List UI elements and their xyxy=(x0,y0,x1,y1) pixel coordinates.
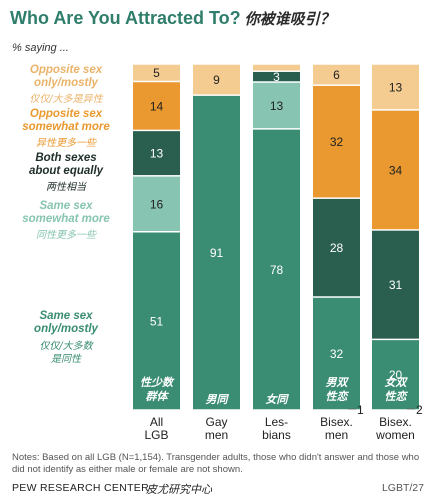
data-label: 28 xyxy=(330,241,344,255)
bar-segment xyxy=(253,129,300,410)
x-tick-label-cn: 性少数 xyxy=(140,376,175,389)
legend-item-label: Opposite sex somewhat more xyxy=(22,108,110,133)
bar-segment xyxy=(313,297,360,410)
legend-item-label-cn: 同性更多一些 xyxy=(36,230,96,241)
x-tick-label-cn: 性恋 xyxy=(326,390,350,403)
bar-segment xyxy=(133,131,180,176)
x-tick-label-cn: 女双 xyxy=(385,376,409,389)
x-tick-label: Bisex. xyxy=(379,415,412,429)
legend-item-label: Same sex only/mostly xyxy=(34,310,98,335)
x-tick-label-cn: 男同 xyxy=(206,393,230,406)
data-label: 14 xyxy=(150,99,164,113)
legend-item-label-cn: 异性更多一些 xyxy=(36,138,96,149)
bar-segment xyxy=(372,64,419,110)
data-label: 5 xyxy=(153,66,160,80)
x-tick-label: Gay xyxy=(205,415,227,429)
x-tick-label: LGB xyxy=(144,428,168,442)
x-tick-label: men xyxy=(205,428,228,442)
data-label-external: 2 xyxy=(416,403,423,417)
bar-segment xyxy=(253,71,300,82)
bar-segment xyxy=(253,64,300,71)
bar-segment xyxy=(313,198,360,297)
chart-title-en: Who Are You Attracted To? xyxy=(10,8,241,28)
data-label: 20 xyxy=(389,368,403,382)
x-tick-label: Bisex. xyxy=(320,415,353,429)
bar-segment xyxy=(133,64,180,81)
x-tick-label: Les- xyxy=(265,415,288,429)
data-label: 13 xyxy=(150,147,164,161)
x-tick-label: men xyxy=(325,428,348,442)
data-label: 78 xyxy=(270,263,284,277)
bar-segment xyxy=(372,230,419,339)
data-label: 91 xyxy=(210,246,224,260)
chart-title: Who Are You Attracted To? 你被谁吸引？ xyxy=(10,8,335,29)
x-tick-label-cn: 女同 xyxy=(266,393,290,406)
bar-segment xyxy=(193,64,240,95)
data-label: 32 xyxy=(330,347,344,361)
x-tick-label-cn: 性恋 xyxy=(385,390,409,403)
bar-segment xyxy=(193,95,240,410)
data-label: 13 xyxy=(389,80,403,94)
data-label: 34 xyxy=(389,163,403,177)
notes: Notes: Based on all LGB (N=1,154). Trans… xyxy=(12,452,420,475)
legend-item-label-cn: 仅仅/大多是异性 xyxy=(29,94,103,105)
footer-source: PEW RESEARCH CENTER xyxy=(12,482,149,494)
data-label: 51 xyxy=(150,314,164,328)
chart-subtitle: % saying ... xyxy=(12,42,69,54)
x-tick-label-cn: 群体 xyxy=(146,390,170,403)
data-label: 16 xyxy=(150,197,164,211)
legend-item-label: Both sexes about equally xyxy=(28,152,104,177)
bar-segment xyxy=(372,110,419,230)
bar-segment xyxy=(133,82,180,130)
bar-segment xyxy=(133,176,180,232)
data-label: 31 xyxy=(389,278,403,292)
data-label-external: 1 xyxy=(357,403,364,417)
data-label: 3 xyxy=(273,70,280,84)
bar-segment xyxy=(313,85,360,198)
data-label: 32 xyxy=(330,135,344,149)
footer-id: LGBT/27 xyxy=(381,482,424,494)
data-label: 9 xyxy=(213,73,220,87)
legend-item-label-cn: 两性相当 xyxy=(46,182,86,193)
data-label: 6 xyxy=(333,68,340,82)
bar-segment xyxy=(313,64,360,85)
footer-source-cn: 皮尤研究中心 xyxy=(146,483,212,496)
legend-item-label: Opposite sex only/mostly xyxy=(29,64,103,89)
x-tick-label: women xyxy=(375,428,415,442)
data-label: 13 xyxy=(270,99,284,113)
x-tick-label: All xyxy=(150,415,163,429)
x-tick-label-cn: 男双 xyxy=(326,376,350,389)
legend-item-label: Same sex somewhat more xyxy=(22,200,110,225)
chart-title-cn: 你被谁吸引？ xyxy=(244,10,335,28)
bar-segment xyxy=(253,82,300,129)
x-tick-label: bians xyxy=(262,428,291,442)
bar-segment xyxy=(372,340,419,410)
legend-item-label-cn: 仅仅/大多数 是同性 xyxy=(39,341,93,365)
bar-segment xyxy=(133,232,180,410)
